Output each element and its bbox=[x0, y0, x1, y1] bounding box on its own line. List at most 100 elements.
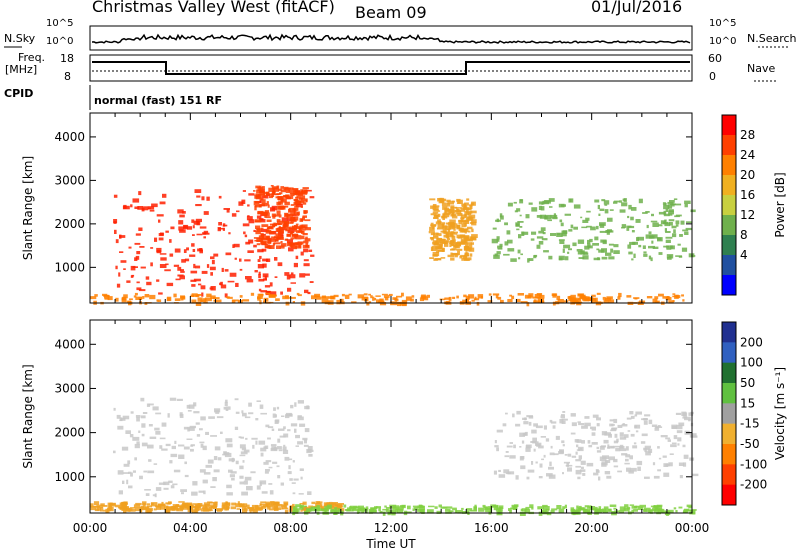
data-cell bbox=[245, 276, 252, 280]
data-cell bbox=[584, 505, 590, 508]
data-cell bbox=[292, 506, 298, 510]
data-cell bbox=[558, 239, 565, 241]
x-tick-label: 00:00 bbox=[73, 521, 108, 535]
data-cell bbox=[292, 492, 296, 495]
data-cell bbox=[114, 229, 117, 234]
data-cell bbox=[432, 254, 438, 257]
data-cell bbox=[580, 466, 584, 469]
data-cell bbox=[264, 210, 270, 213]
data-cell bbox=[452, 507, 457, 511]
data-cell bbox=[660, 435, 668, 438]
data-cell bbox=[577, 421, 581, 423]
data-cell bbox=[333, 294, 339, 298]
data-cell bbox=[521, 440, 525, 444]
data-cell bbox=[132, 436, 140, 441]
data-cell bbox=[455, 242, 461, 246]
data-cell bbox=[119, 506, 124, 510]
data-cell bbox=[196, 233, 203, 236]
data-cell bbox=[657, 425, 661, 428]
data-cell bbox=[507, 299, 513, 303]
data-cell bbox=[242, 503, 248, 507]
data-cell bbox=[116, 414, 121, 419]
data-cell bbox=[267, 437, 271, 440]
y-axis-label: Slant Range [km] bbox=[21, 156, 35, 260]
data-cell bbox=[330, 510, 335, 512]
data-cell bbox=[459, 256, 463, 259]
data-cell bbox=[257, 249, 264, 253]
data-cell bbox=[152, 406, 159, 411]
data-cell bbox=[521, 231, 525, 236]
data-cell bbox=[179, 275, 185, 280]
data-cell bbox=[471, 221, 477, 226]
data-cell bbox=[274, 501, 280, 505]
data-cell bbox=[594, 442, 598, 445]
data-cell bbox=[334, 507, 338, 512]
data-cell bbox=[123, 294, 128, 299]
data-cell bbox=[199, 441, 205, 444]
data-cell bbox=[302, 508, 308, 511]
data-cell bbox=[190, 279, 197, 282]
data-cell bbox=[519, 226, 523, 228]
data-cell bbox=[203, 490, 206, 495]
data-cell bbox=[316, 501, 323, 504]
data-cell bbox=[447, 200, 454, 205]
data-cell bbox=[396, 508, 404, 513]
data-cell bbox=[269, 223, 277, 226]
data-cell bbox=[288, 207, 296, 212]
data-cell bbox=[246, 279, 254, 283]
data-cell bbox=[309, 196, 315, 199]
data-cell bbox=[438, 221, 442, 224]
data-cell bbox=[294, 242, 299, 245]
data-cell bbox=[339, 298, 344, 302]
data-cell bbox=[592, 508, 597, 511]
data-cell bbox=[435, 251, 440, 254]
data-cell bbox=[496, 218, 499, 223]
data-cell bbox=[301, 190, 306, 194]
data-cell bbox=[531, 429, 537, 434]
data-cell bbox=[680, 220, 685, 225]
data-cell bbox=[197, 248, 203, 252]
data-cell bbox=[275, 233, 282, 237]
data-cell bbox=[643, 420, 648, 425]
data-cell bbox=[446, 202, 451, 207]
data-cell bbox=[430, 205, 437, 209]
data-cell bbox=[273, 214, 280, 217]
data-cell bbox=[458, 219, 463, 225]
data-cell bbox=[533, 423, 538, 427]
data-cell bbox=[216, 508, 224, 511]
data-cell bbox=[325, 502, 332, 505]
data-cell bbox=[244, 259, 251, 262]
data-cell bbox=[282, 449, 289, 454]
data-cell bbox=[509, 294, 512, 297]
data-cell bbox=[248, 193, 255, 196]
data-cell bbox=[572, 242, 577, 247]
data-cell bbox=[657, 237, 663, 242]
data-cell bbox=[452, 239, 456, 244]
data-cell bbox=[474, 504, 477, 508]
data-cell bbox=[616, 438, 619, 443]
data-cell bbox=[689, 433, 697, 438]
data-cell bbox=[287, 471, 292, 475]
data-cell bbox=[258, 278, 265, 282]
data-cell bbox=[116, 283, 121, 288]
data-cell bbox=[536, 215, 543, 218]
data-cell bbox=[261, 202, 268, 207]
data-cell bbox=[269, 239, 276, 242]
data-cell bbox=[243, 480, 248, 485]
data-cell bbox=[598, 213, 601, 216]
data-cell bbox=[608, 256, 615, 260]
data-cell bbox=[561, 233, 567, 237]
data-cell bbox=[587, 440, 591, 444]
data-cell bbox=[293, 508, 300, 512]
data-cell bbox=[653, 475, 660, 479]
data-cell bbox=[410, 298, 414, 302]
data-cell bbox=[462, 207, 470, 211]
data-cell bbox=[236, 508, 241, 510]
data-cell bbox=[440, 506, 448, 509]
data-cell bbox=[194, 189, 202, 193]
data-cell bbox=[575, 465, 581, 468]
data-cell bbox=[304, 439, 307, 444]
data-cell bbox=[275, 222, 281, 226]
data-cell bbox=[158, 292, 163, 295]
data-cell bbox=[232, 244, 235, 248]
